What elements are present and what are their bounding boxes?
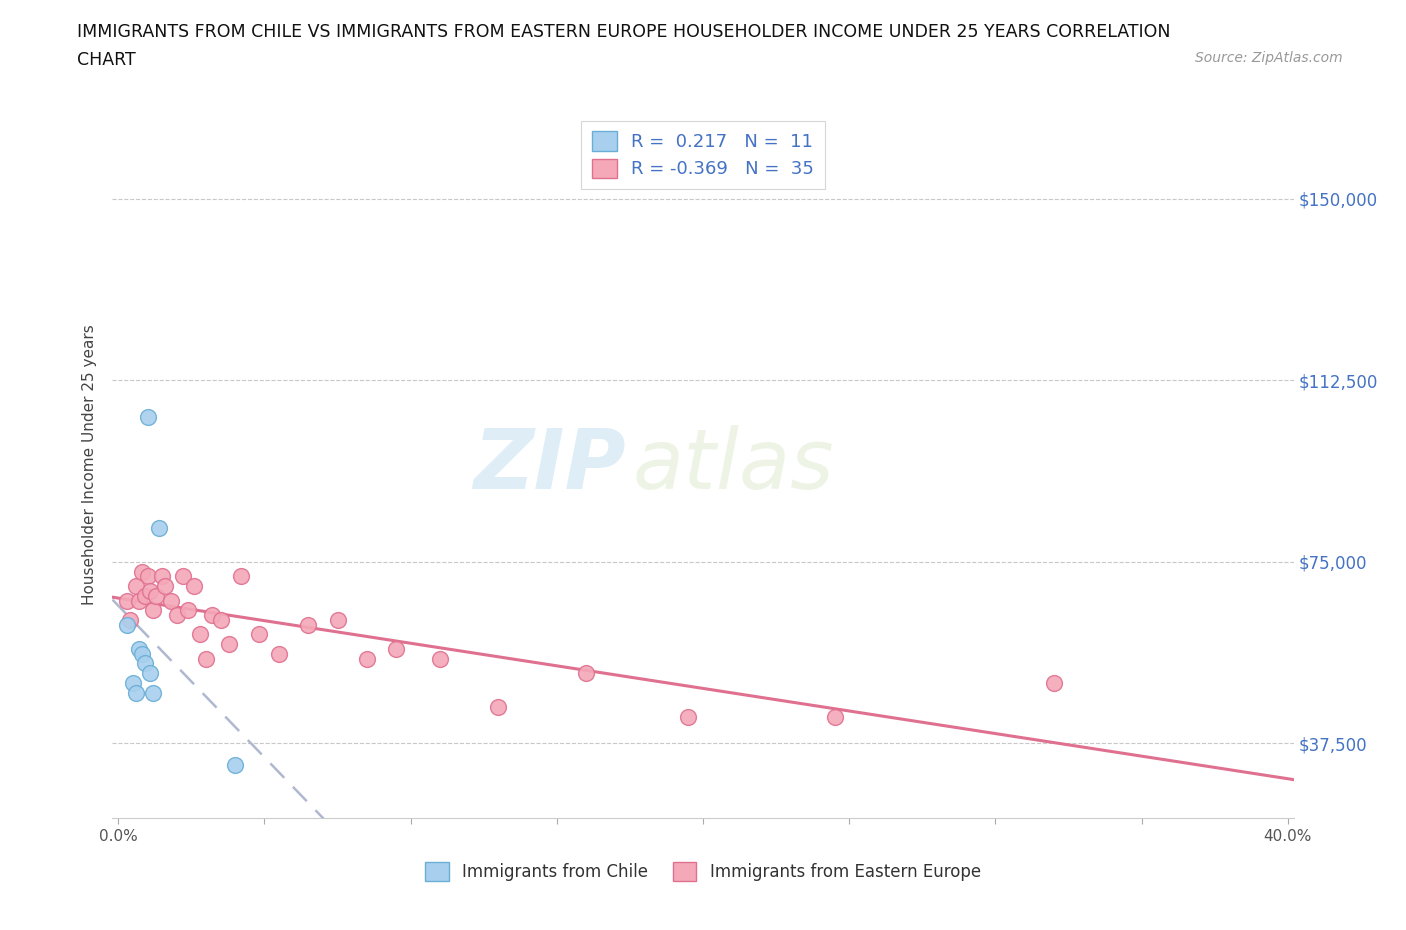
Point [201,607,224,622]
Point [142,685,165,700]
Point [247,627,270,642]
Point [356,651,378,666]
Point [122,675,145,690]
Point [195,651,218,666]
Point [486,699,509,714]
Point [142,603,165,618]
Point [139,583,162,598]
Point [131,565,153,579]
Point [297,618,319,632]
Point [224,758,246,773]
Point [128,593,150,608]
Point [128,642,150,657]
Point [678,710,700,724]
Text: atlas: atlas [633,424,834,506]
Point [125,685,148,700]
Point [218,637,240,652]
Point [134,589,156,604]
Point [134,656,156,671]
Point [326,613,349,628]
Point [153,578,176,593]
Text: Source: ZipAtlas.com: Source: ZipAtlas.com [1195,51,1343,65]
Point [115,618,138,632]
Point [131,646,153,661]
Point [385,642,408,657]
Legend: Immigrants from Chile, Immigrants from Eastern Europe: Immigrants from Chile, Immigrants from E… [419,856,987,888]
Point [115,593,138,608]
Point [139,666,162,681]
Point [429,651,451,666]
Y-axis label: Householder Income Under 25 years: Householder Income Under 25 years [82,325,97,605]
Point [125,578,148,593]
Point [172,569,194,584]
Point [145,589,167,604]
Point [209,613,232,628]
Point [269,646,291,661]
Point [1043,675,1066,690]
Point [188,627,211,642]
Text: IMMIGRANTS FROM CHILE VS IMMIGRANTS FROM EASTERN EUROPE HOUSEHOLDER INCOME UNDER: IMMIGRANTS FROM CHILE VS IMMIGRANTS FROM… [77,23,1171,41]
Text: CHART: CHART [77,51,136,69]
Point [166,607,188,622]
Point [150,569,173,584]
Point [824,710,846,724]
Point [148,521,170,536]
Text: ZIP: ZIP [474,424,626,506]
Point [136,569,159,584]
Point [160,593,183,608]
Point [177,603,200,618]
Point [136,409,159,424]
Point [229,569,252,584]
Point [575,666,598,681]
Point [183,578,205,593]
Point [118,613,141,628]
